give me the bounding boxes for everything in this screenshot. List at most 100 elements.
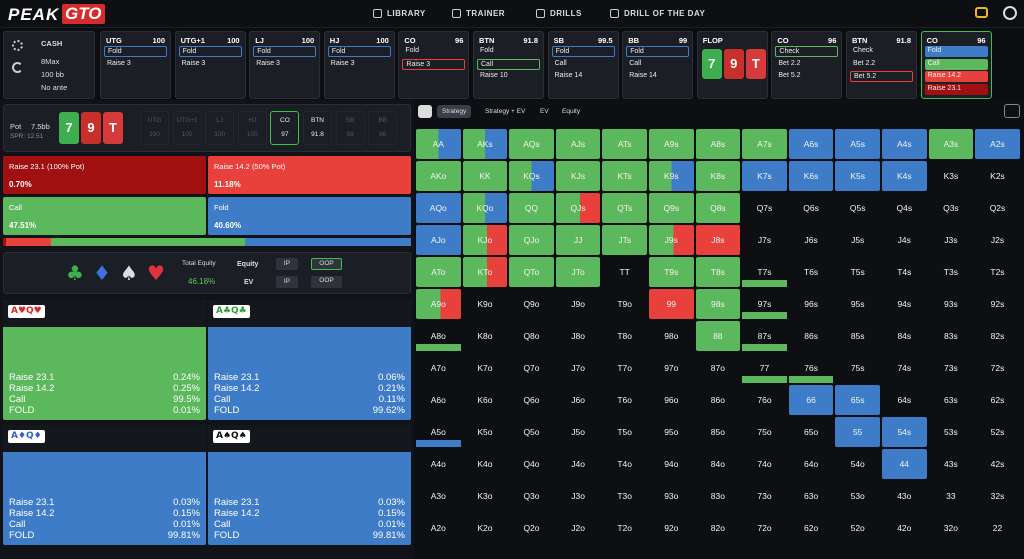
hand-cell[interactable]: T7s	[742, 257, 787, 287]
hand-cell[interactable]: J6s	[788, 225, 834, 255]
hand-cell[interactable]: K4o	[462, 449, 508, 479]
hand-cell[interactable]: 95o	[649, 417, 694, 447]
hand-cell[interactable]: K5o	[462, 417, 508, 447]
hand-cell[interactable]: KQs	[509, 161, 554, 191]
hand-cell[interactable]: 98o	[649, 321, 694, 351]
hand-cell[interactable]: A8o	[416, 321, 461, 351]
action-pill[interactable]: Bet 2.2	[853, 59, 876, 67]
seat[interactable]: UTG+1 100	[172, 111, 202, 145]
hand-cell[interactable]: 64o	[788, 449, 834, 479]
action-pill[interactable]: Fold	[104, 46, 167, 57]
hand-cell[interactable]: 52o	[835, 513, 880, 543]
hand-cell[interactable]: 98s	[695, 289, 741, 319]
hand-cell[interactable]: ATo	[416, 257, 461, 287]
hand-cell[interactable]: 86o	[695, 385, 741, 415]
hand-cell[interactable]: 53s	[928, 417, 974, 447]
action-pill[interactable]: Raise 3	[107, 59, 131, 67]
hand-cell[interactable]: 74o	[742, 449, 787, 479]
nav-link[interactable]: DRILLS	[550, 9, 582, 18]
hand-cell[interactable]: 94s	[882, 289, 927, 319]
hand-cell[interactable]: K9o	[462, 289, 508, 319]
hand-cell[interactable]: KJs	[555, 161, 601, 191]
hand-cell[interactable]: 86s	[788, 321, 834, 351]
action-pill[interactable]: Fold	[405, 47, 420, 54]
hand-cell[interactable]: 32s	[975, 481, 1020, 511]
position-box[interactable]: UTG+1 100 Fold Raise 3	[174, 31, 246, 99]
action-pill[interactable]: Fold	[551, 46, 615, 57]
action-pill[interactable]: Fold	[480, 47, 494, 54]
hand-cell[interactable]: Q5s	[835, 193, 880, 223]
hand-cell[interactable]: A2o	[416, 513, 461, 543]
hand-cell[interactable]: 96s	[788, 289, 834, 319]
hand-cell[interactable]: T5s	[835, 257, 880, 287]
hand-cell[interactable]: 32o	[928, 513, 974, 543]
hand-cell[interactable]: A5s	[835, 129, 880, 159]
position-box[interactable]: UTG 100 Fold Raise 3	[100, 31, 171, 99]
hand-cell[interactable]: Q9o	[509, 289, 554, 319]
tab[interactable]: Equity	[562, 108, 581, 115]
action-pill[interactable]: Raise 23.1	[924, 83, 988, 95]
hand-cell[interactable]: T7o	[602, 353, 647, 383]
hand-cell[interactable]: A7s	[742, 129, 787, 159]
hand-cell[interactable]: T4o	[602, 449, 647, 479]
hand-cell[interactable]: K5s	[835, 161, 880, 191]
hand-cell[interactable]: 84o	[695, 449, 741, 479]
hand-cell[interactable]: 92s	[975, 289, 1020, 319]
hand-cell[interactable]: 72s	[975, 353, 1020, 383]
hand-cell[interactable]: AJo	[416, 225, 461, 255]
hand-cell[interactable]: Q2o	[509, 513, 554, 543]
hand-cell[interactable]: J6o	[555, 385, 601, 415]
hand-cell[interactable]: Q4s	[882, 193, 927, 223]
hand-cell[interactable]: 65s	[835, 385, 880, 415]
hand-cell[interactable]: 82o	[695, 513, 741, 543]
action-pill[interactable]: Call	[477, 58, 540, 70]
hand-cell[interactable]: 75s	[835, 353, 880, 383]
hand-cell[interactable]: T2s	[975, 257, 1020, 287]
hand-cell[interactable]: K3o	[462, 481, 508, 511]
action-pill[interactable]: Fold	[178, 46, 242, 57]
seat[interactable]: BTN 91.8	[303, 111, 332, 145]
action-pill[interactable]: Fold	[253, 46, 317, 57]
hand-cell[interactable]: A9o	[416, 289, 461, 319]
hand-cell[interactable]: 82s	[975, 321, 1020, 351]
hand-cell[interactable]: K8o	[462, 321, 508, 351]
action-pill[interactable]: Raise 3	[402, 58, 466, 70]
hand-cell[interactable]: JJ	[555, 225, 601, 255]
hand-cell[interactable]: J7o	[555, 353, 601, 383]
hand-cell[interactable]: A8s	[695, 129, 741, 159]
hand-cell[interactable]: KK	[462, 161, 508, 191]
hand-cell[interactable]: 93o	[649, 481, 694, 511]
hand-cell[interactable]: J9o	[555, 289, 601, 319]
hand-cell[interactable]: J2s	[975, 225, 1020, 255]
hand-cell[interactable]: T6o	[602, 385, 647, 415]
hand-cell[interactable]: T8o	[602, 321, 647, 351]
hand-cell[interactable]: A3s	[928, 129, 974, 159]
hand-cell[interactable]: 44	[882, 449, 927, 479]
hand-cell[interactable]: T4s	[882, 257, 927, 287]
hand-cell[interactable]: J5s	[835, 225, 880, 255]
hand-cell[interactable]: A3o	[416, 481, 461, 511]
hand-cell[interactable]: JTs	[602, 225, 647, 255]
hand-cell[interactable]: 63o	[788, 481, 834, 511]
hand-cell[interactable]: QTo	[509, 257, 554, 287]
hand-cell[interactable]: AKo	[416, 161, 461, 191]
hand-cell[interactable]: T3s	[928, 257, 974, 287]
hand-cell[interactable]: 73s	[928, 353, 974, 383]
hand-cell[interactable]: Q9s	[649, 193, 694, 223]
hand-cell[interactable]: 76s	[788, 353, 834, 383]
hand-cell[interactable]: T8s	[695, 257, 741, 287]
hand-cell[interactable]: AQo	[416, 193, 461, 223]
position-box[interactable]: SB 99.5 Fold Call Raise 14	[547, 31, 619, 99]
position-box[interactable]: BB 99 Fold Call Raise 14	[622, 31, 694, 99]
hand-cell[interactable]: KQo	[462, 193, 508, 223]
suit-filter[interactable]: ♠	[120, 261, 138, 285]
hand-cell[interactable]: 85s	[835, 321, 880, 351]
hand-cell[interactable]: J3s	[928, 225, 974, 255]
hand-cell[interactable]: KTo	[462, 257, 508, 287]
hand-cell[interactable]: AQs	[509, 129, 554, 159]
hand-cell[interactable]: 99	[649, 289, 694, 319]
action-pill[interactable]: Fold	[924, 46, 988, 57]
hand-cell[interactable]: 55	[835, 417, 880, 447]
hand-cell[interactable]: KTs	[602, 161, 647, 191]
hand-cell[interactable]: AKs	[462, 129, 508, 159]
